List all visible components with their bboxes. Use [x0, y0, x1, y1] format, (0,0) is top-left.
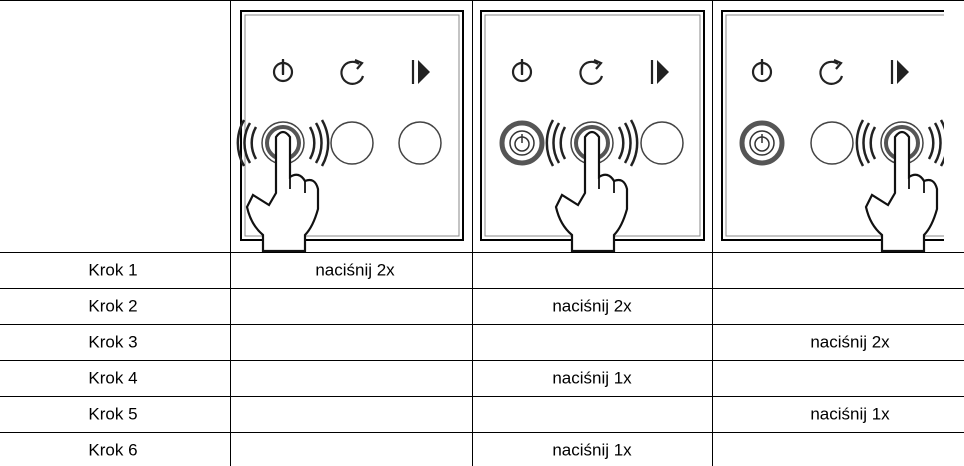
step-label: Krok 2 [88, 296, 137, 315]
step-label: Krok 5 [88, 404, 137, 423]
action-label: naciśnij 1x [552, 368, 632, 387]
panel-3 [721, 10, 944, 252]
action-label: naciśnij 1x [552, 440, 632, 459]
cells: Krok 1 naciśnij 2x Krok 2 naciśnij 2x Krok 3… [88, 260, 890, 459]
step-label: Krok 3 [88, 332, 137, 351]
panel-1 [235, 10, 464, 253]
action-label: naciśnij 2x [552, 296, 632, 315]
step-label: Krok 6 [88, 440, 137, 459]
action-label: naciśnij 2x [810, 332, 890, 351]
step-label: Krok 4 [88, 368, 137, 387]
action-label: naciśnij 2x [315, 260, 395, 279]
action-label: naciśnij 1x [810, 404, 890, 423]
step-label: Krok 1 [88, 260, 137, 279]
panel-2 [480, 10, 705, 253]
